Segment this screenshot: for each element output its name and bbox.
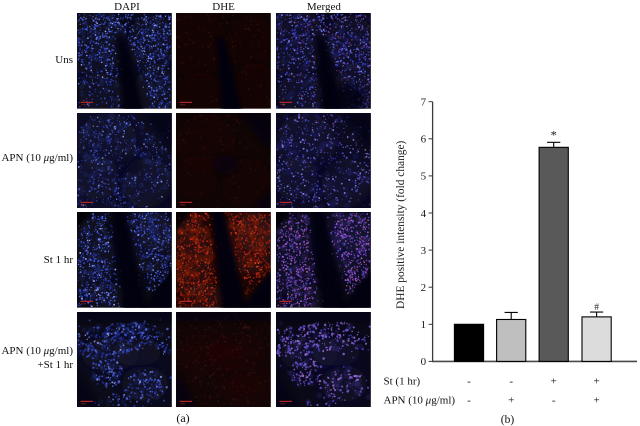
svg-text:3: 3 — [421, 245, 427, 257]
svg-text:+: + — [508, 395, 514, 407]
svg-text:4: 4 — [421, 208, 427, 220]
svg-text:0: 0 — [421, 356, 427, 368]
svg-text:+: + — [551, 376, 557, 388]
svg-text:+: + — [593, 376, 599, 388]
svg-text:DHE positive intensity (fold c: DHE positive intensity (fold change) — [395, 140, 407, 308]
svg-text:St (1 hr): St (1 hr) — [384, 376, 421, 388]
svg-text:5: 5 — [421, 171, 427, 183]
svg-text:7: 7 — [421, 97, 427, 109]
svg-text:6: 6 — [421, 134, 427, 146]
svg-text:2: 2 — [421, 282, 427, 294]
svg-text:-: - — [467, 376, 471, 388]
svg-text:-: - — [509, 376, 513, 388]
svg-text:1: 1 — [421, 319, 427, 331]
svg-text:#: # — [594, 303, 599, 313]
svg-text:-: - — [467, 395, 471, 407]
svg-text:-: - — [552, 395, 556, 407]
svg-text:*: * — [551, 129, 557, 143]
svg-text:APN (10 μg/ml): APN (10 μg/ml) — [384, 395, 456, 407]
svg-text:+: + — [593, 395, 599, 407]
svg-text:(b): (b) — [501, 414, 515, 426]
